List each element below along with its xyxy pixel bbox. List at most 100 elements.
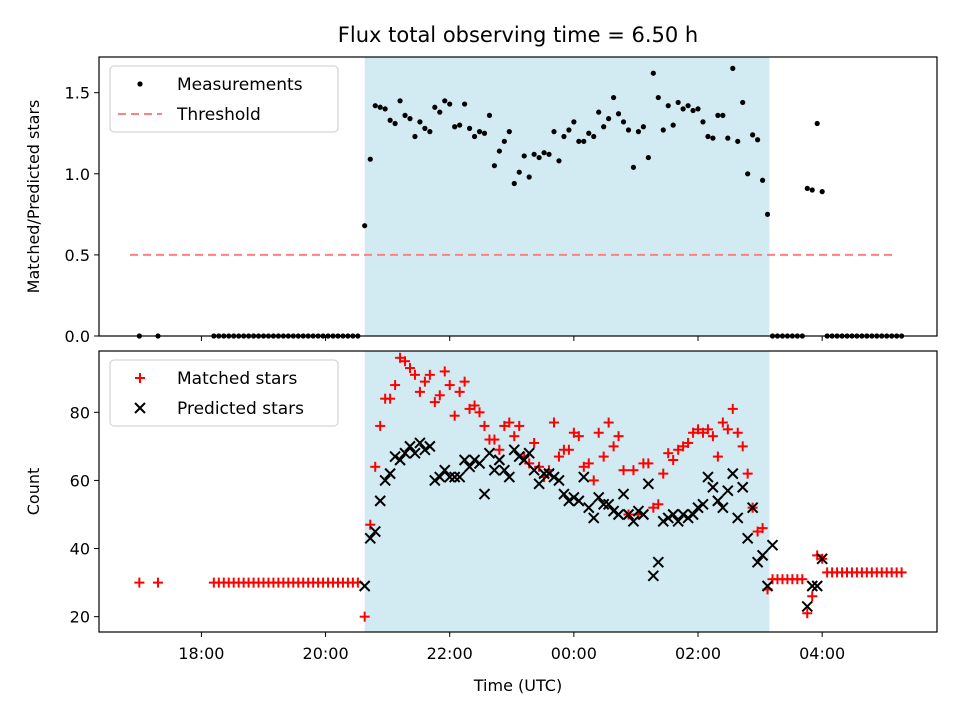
data-point [652, 556, 664, 568]
x-b [662, 512, 674, 524]
data-point [628, 465, 639, 476]
data-point [675, 99, 681, 106]
data-point [402, 112, 408, 118]
data-point [766, 539, 779, 551]
data-point [463, 461, 476, 473]
x-tick-label: 22:00 [427, 644, 473, 663]
data-point [705, 133, 711, 140]
x-b [652, 556, 664, 568]
data-point [667, 508, 679, 521]
data-point [586, 130, 592, 136]
data-point [534, 461, 545, 472]
data-point [385, 393, 396, 404]
data-point [625, 127, 632, 133]
x-b [568, 491, 580, 504]
x-b [573, 495, 585, 507]
data-point [481, 130, 488, 136]
data-point [660, 127, 666, 133]
data-point [630, 164, 637, 170]
data-point [668, 454, 679, 465]
x-b [543, 467, 555, 480]
data-point [635, 129, 642, 135]
data-point [717, 501, 729, 514]
x-b [697, 498, 709, 510]
y-axis-label: Count [24, 468, 43, 516]
data-point [503, 471, 516, 483]
data-point [750, 132, 756, 138]
x-b [419, 444, 431, 456]
data-point [367, 156, 373, 162]
legend: Matched stars Predicted stars [109, 359, 339, 427]
data-point [518, 454, 530, 466]
data-point [618, 465, 629, 476]
y-axis-label: Matched/Predicted stars [24, 100, 43, 294]
data-point [578, 471, 590, 483]
data-point [466, 125, 473, 131]
data-point [677, 508, 689, 521]
observing-window-shade [364, 57, 770, 336]
data-point [379, 474, 391, 487]
chart-title: Flux total observing time = 6.50 h [338, 23, 698, 47]
data-point [576, 138, 582, 144]
x-b [434, 471, 446, 483]
x-b [602, 498, 615, 510]
data-point [543, 467, 555, 480]
data-point [375, 420, 386, 431]
data-point [369, 525, 381, 538]
data-point [541, 150, 547, 156]
data-point [695, 106, 701, 112]
data-point [592, 491, 605, 504]
y-tick-label: 1.0 [65, 165, 90, 184]
x-b [134, 402, 146, 414]
legend-label: Matched stars [177, 369, 297, 389]
data-point [643, 458, 654, 469]
data-point [561, 133, 567, 140]
x-b [513, 450, 525, 463]
data-point [489, 434, 500, 445]
x-b [632, 505, 645, 517]
data-point [617, 488, 630, 500]
x-b [722, 484, 734, 497]
data-point [819, 189, 825, 195]
x-b [737, 481, 749, 493]
data-point [583, 458, 594, 469]
bottom-panel: 20 40 60 80 18:00 20:00 22:00 00:00 02:00 04:00 Co… [24, 350, 938, 695]
data-point [536, 154, 542, 161]
data-point [665, 103, 671, 109]
data-point [610, 94, 617, 101]
x-b [732, 512, 744, 524]
x-b [439, 464, 451, 476]
data-point [809, 187, 815, 193]
data-point [613, 431, 624, 442]
data-point [620, 119, 627, 125]
y-tick-label: 40 [70, 540, 90, 559]
data-point [449, 410, 460, 421]
data-point [751, 556, 764, 568]
data-point [414, 386, 425, 397]
data-point [458, 454, 471, 466]
data-point [553, 451, 564, 462]
axes-frame [98, 350, 938, 633]
data-point [697, 498, 709, 510]
data-point [483, 447, 496, 459]
top-panel: 0.0 0.5 1.0 1.5 Matched/Predicted stars Measu… [24, 56, 938, 346]
data-point [479, 420, 490, 431]
data-point [627, 515, 640, 528]
data-point [474, 407, 485, 418]
x-b [358, 580, 371, 592]
x-b [627, 515, 640, 528]
x-b [816, 553, 828, 565]
data-point [496, 148, 502, 154]
x-b [592, 491, 605, 504]
x-b [453, 471, 466, 483]
data-point [528, 464, 540, 476]
data-point [683, 437, 694, 448]
x-b [473, 457, 486, 470]
data-point [558, 488, 570, 500]
data-point [382, 106, 388, 112]
x-b [483, 447, 496, 459]
data-point [727, 467, 739, 480]
data-point [702, 471, 714, 483]
data-point [447, 101, 453, 107]
